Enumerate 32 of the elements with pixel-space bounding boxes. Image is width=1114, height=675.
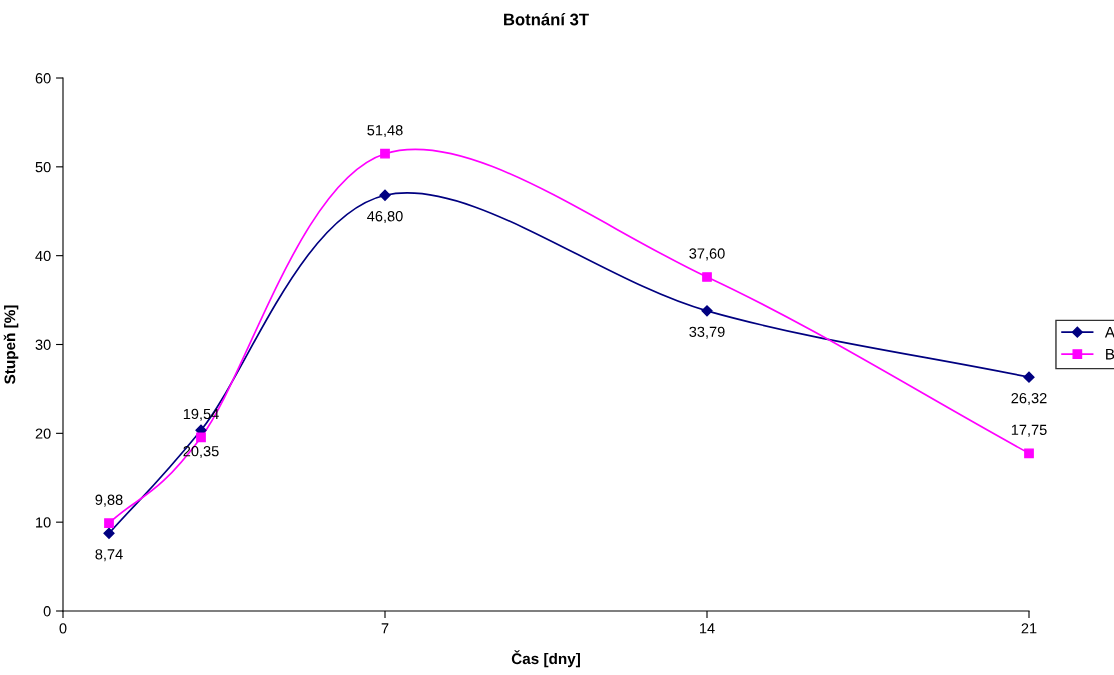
data-label: 9,88 bbox=[95, 494, 123, 507]
point bbox=[104, 518, 114, 529]
data-label: 8,74 bbox=[95, 549, 123, 562]
point bbox=[380, 148, 390, 159]
y-tick-label: 60 bbox=[35, 73, 51, 84]
y-tick-label: 0 bbox=[43, 606, 51, 617]
data-label: 26,32 bbox=[1011, 393, 1047, 406]
y-axis-title: Stupeň [%] bbox=[3, 305, 19, 384]
point bbox=[103, 527, 115, 539]
y-tick-label: 10 bbox=[36, 517, 51, 528]
point bbox=[196, 432, 206, 443]
point bbox=[701, 305, 713, 317]
point bbox=[702, 272, 712, 282]
chart-title: Botnání 3T bbox=[504, 13, 589, 26]
x-tick-label: 7 bbox=[381, 623, 389, 634]
point bbox=[379, 189, 391, 201]
x-tick-label: 14 bbox=[700, 623, 715, 634]
y-tick-label: 50 bbox=[35, 161, 51, 173]
y-tick-label: 20 bbox=[35, 428, 51, 439]
data-label: 46,80 bbox=[367, 211, 403, 224]
point bbox=[1023, 371, 1035, 383]
legend-label: B bbox=[1106, 348, 1114, 360]
y-tick-label: 40 bbox=[35, 250, 51, 262]
data-label: 17,75 bbox=[1011, 424, 1047, 437]
x-tick-label: 21 bbox=[1021, 623, 1037, 634]
data-label: 33,79 bbox=[689, 326, 725, 339]
y-tick-label: 30 bbox=[35, 339, 51, 350]
x-tick-label: 0 bbox=[59, 623, 67, 634]
x-axis-title: Čas [dny] bbox=[511, 650, 580, 668]
data-label: 37,60 bbox=[689, 248, 725, 261]
point bbox=[1024, 448, 1034, 459]
data-label: 51,48 bbox=[367, 125, 403, 138]
